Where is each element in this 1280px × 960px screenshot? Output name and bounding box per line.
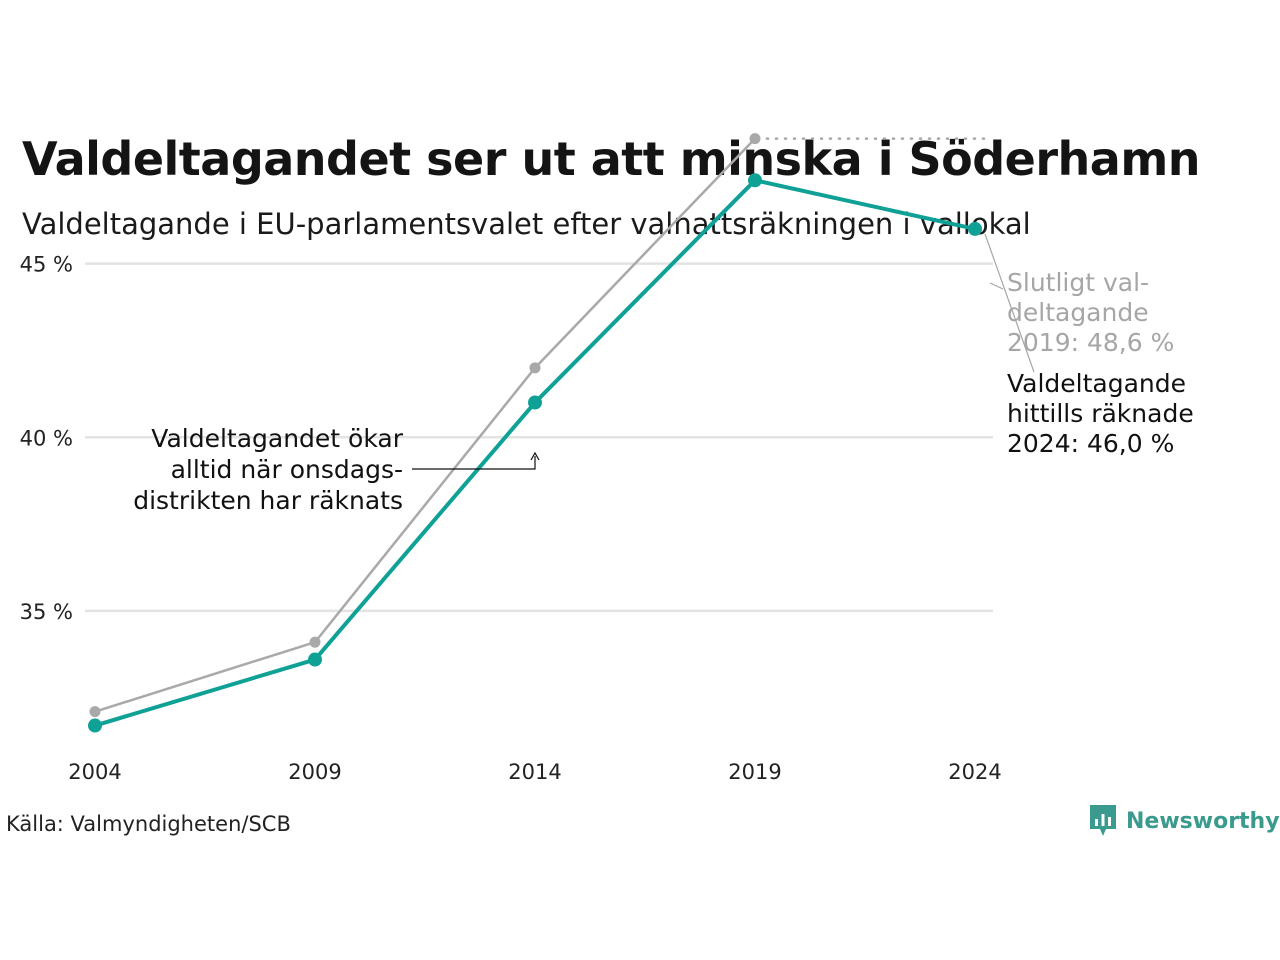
data-point [528, 395, 542, 410]
brand-logo: Newsworthy [1088, 803, 1280, 839]
x-tick-label: 2009 [288, 760, 341, 784]
data-point [89, 706, 101, 718]
data-point [309, 636, 321, 648]
annotation-final-turnout: Slutligt val- [1007, 268, 1149, 297]
data-point [529, 362, 541, 374]
annotation-note: distrikten har räknats [133, 486, 403, 515]
brand-name: Newsworthy [1126, 808, 1280, 834]
annotation-current-turnout: Valdeltagande [1007, 369, 1186, 398]
annotation-note: alltid när onsdags- [171, 455, 403, 484]
annotation-current-turnout: 2024: 46,0 % [1007, 429, 1174, 458]
annotation-final-turnout: 2019: 48,6 % [1007, 328, 1174, 357]
x-tick-label: 2004 [68, 760, 121, 784]
source-note: Källa: Valmyndigheten/SCB [6, 812, 291, 836]
annotation-note: Valdeltagandet ökar [151, 424, 403, 453]
grid-lines [85, 262, 993, 613]
data-point [968, 221, 982, 236]
y-tick-label: 40 % [20, 426, 73, 450]
annotation-arrow [412, 456, 536, 470]
data-point [308, 652, 322, 667]
data-point [748, 173, 762, 188]
x-tick-label: 2019 [728, 760, 781, 784]
x-axis-ticks: 2004 2009 2014 2019 2024 [68, 760, 1001, 784]
leader-line [989, 282, 1004, 290]
arrow-head [530, 451, 540, 461]
data-point [749, 133, 761, 145]
chart-title: Valdeltagandet ser ut att minska i Söder… [22, 132, 1201, 186]
x-tick-label: 2024 [948, 760, 1001, 784]
y-axis-ticks: 35 % 40 % 45 % [20, 253, 73, 624]
leader-line [984, 233, 1035, 373]
annotation-current-turnout: hittills räknade [1007, 399, 1194, 428]
annotation-final-turnout: deltagande [1007, 298, 1149, 327]
bar-chart-speech-bubble-icon [1090, 805, 1116, 836]
data-point [88, 718, 102, 733]
y-tick-label: 45 % [20, 253, 73, 277]
x-tick-label: 2014 [508, 760, 561, 784]
chart-subtitle: Valdeltagande i EU-parlamentsvalet efter… [22, 207, 1031, 241]
y-tick-label: 35 % [20, 600, 73, 624]
series [88, 133, 982, 733]
series-line [93, 137, 757, 713]
